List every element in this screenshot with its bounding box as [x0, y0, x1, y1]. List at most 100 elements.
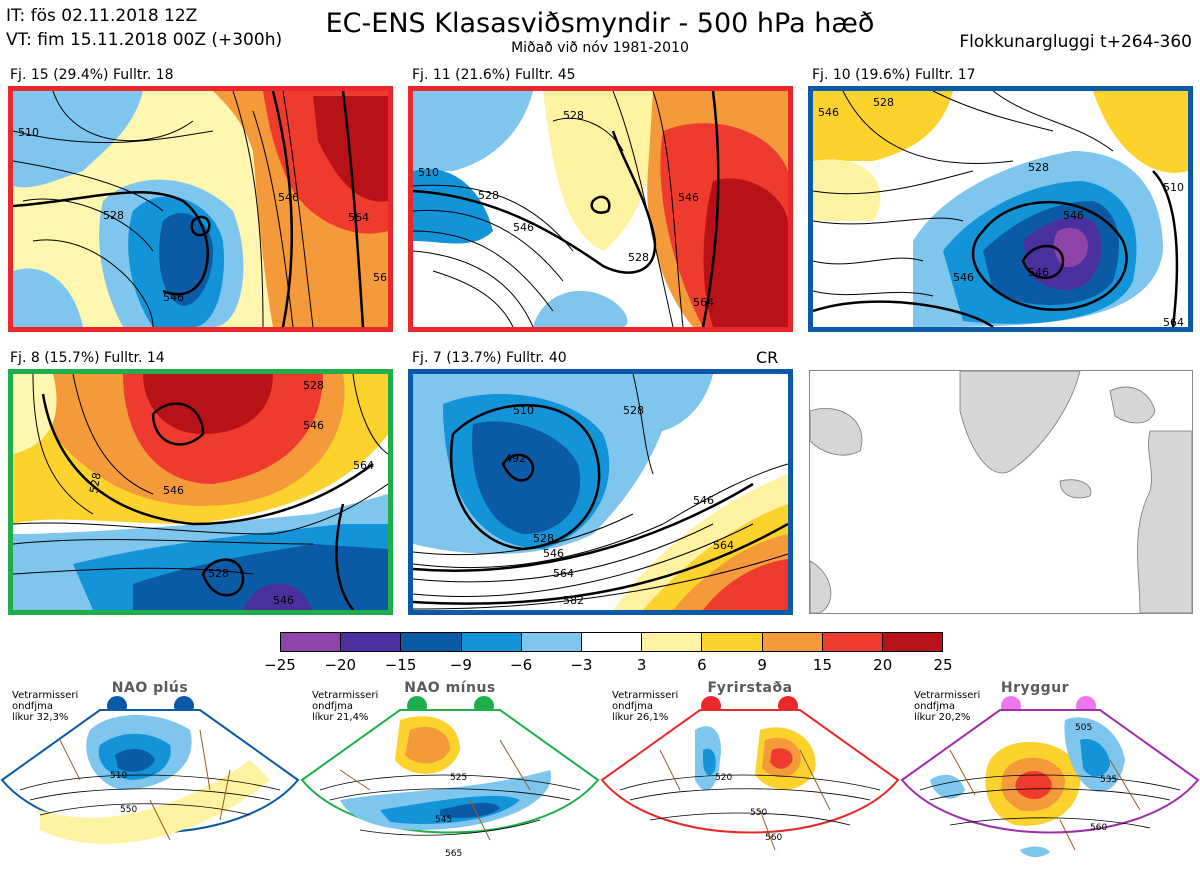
contour-label: 546: [1063, 209, 1084, 222]
contour-label: 546: [163, 484, 184, 497]
regime-title: NAO plús: [111, 680, 189, 696]
regime-note: Vetrarmisseri ondfjma líkur 21,4%: [312, 690, 379, 723]
legend-tick-label: −20: [324, 656, 357, 674]
contour-label: 520: [715, 773, 732, 783]
panel-1-label: Fj. 15 (29.4%) Fulltr. 18: [10, 67, 174, 83]
contour-label: 546: [303, 419, 324, 432]
legend-swatch: [882, 633, 943, 651]
contour-label: 546: [693, 494, 714, 507]
contour-label: 546: [163, 291, 184, 304]
legend-tick-label: −25: [264, 656, 296, 674]
init-time: IT: fös 02.11.2018 12Z: [6, 6, 198, 26]
regime-note: Vetrarmisseri ondfjma líkur 20,2%: [914, 690, 981, 723]
panel-5-label: Fj. 7 (13.7%) Fulltr. 40: [412, 350, 567, 366]
legend-swatch: [822, 633, 883, 651]
valid-time: VT: fim 15.11.2018 00Z (+300h): [6, 30, 283, 50]
legend-tick-label: 6: [697, 656, 707, 674]
legend-swatch: [581, 633, 643, 651]
contour-label: 564: [713, 539, 734, 552]
contour-label: 528: [303, 379, 324, 392]
contour-label: 505: [1075, 723, 1092, 733]
regime-nao-plus: NAO plús Vetrarmisseri ondfjma líkur 32,…: [0, 680, 300, 871]
legend-tick-label: −3: [570, 656, 593, 674]
regime-nao-minus: NAO mínus Vetrarmisseri ondfjma líkur 21…: [300, 680, 600, 871]
contour-label: 564: [348, 211, 369, 224]
page-title: EC-ENS Klasasviðsmyndir - 500 hPa hæð: [325, 8, 875, 39]
contour-label: 546: [818, 106, 839, 119]
regime-note: Vetrarmisseri ondfjma líkur 32,3%: [12, 690, 79, 723]
legend-tick-label: 9: [757, 656, 767, 674]
cluster-map-3: 546 528 528 546 546 510 546 564: [808, 86, 1193, 332]
legend-tick-label: 15: [812, 656, 832, 674]
contour-label: 528: [103, 209, 124, 222]
contour-label: 492: [505, 452, 526, 465]
contour-label: 546: [543, 547, 564, 560]
regime-blocking: Fyrirstaða Vetrarmisseri ondfjma líkur 2…: [600, 680, 900, 871]
regime-title: Fyrirstaða: [707, 680, 793, 696]
contour-label: 510: [418, 166, 439, 179]
legend-swatch: [702, 633, 763, 651]
empty-base-map: [809, 370, 1193, 614]
contour-label: 550: [120, 805, 137, 815]
panel-2-label: Fj. 11 (21.6%) Fulltr. 45: [412, 67, 576, 83]
contour-label: 528: [623, 404, 644, 417]
contour-label: 546: [278, 191, 299, 204]
cluster-map-4: 528 546 528 546 528 546 564: [8, 369, 393, 615]
contour-label: 560: [765, 833, 782, 843]
legend-swatch: [341, 633, 402, 651]
contour-label: 564: [353, 459, 374, 472]
panel-4-label: Fj. 8 (15.7%) Fulltr. 14: [10, 350, 165, 366]
contour-label: 510: [1163, 181, 1184, 194]
cluster-map-2: 528 510 528 546 546 528 564: [408, 86, 793, 332]
legend-swatch: [281, 633, 342, 651]
contour-label: 546: [273, 594, 294, 607]
legend-tick-label: −9: [449, 656, 472, 674]
cluster-map-5: 510 528 492 528 546 546 564 564 582: [408, 369, 793, 615]
contour-label: 564: [1163, 316, 1184, 327]
contour-label: 564: [553, 567, 574, 580]
legend-tick-label: 25: [933, 656, 953, 674]
legend-swatch: [461, 633, 522, 651]
contour-label: 528: [873, 96, 894, 109]
contour-label: 528: [563, 109, 584, 122]
contour-label: 564: [693, 296, 714, 309]
contour-label: 550: [750, 808, 767, 818]
cluster-map-1: 510 528 546 546 564 56: [8, 86, 393, 332]
regime-ridge: Hryggur Vetrarmisseri ondfjma líkur 20,2…: [900, 680, 1200, 871]
regime-title: NAO mínus: [404, 680, 496, 696]
contour-label: 582: [563, 594, 584, 607]
contour-label: 546: [953, 271, 974, 284]
contour-label: 528: [208, 567, 229, 580]
contour-label: 510: [513, 404, 534, 417]
window-label: Flokkunargluggi t+264-360: [959, 32, 1192, 52]
contour-label: 528: [628, 251, 649, 264]
contour-label: 525: [450, 773, 467, 783]
legend-swatch: [401, 633, 462, 651]
legend-swatch: [642, 633, 703, 651]
legend-tick-label: 20: [873, 656, 893, 674]
legend-tick-label: 3: [636, 656, 647, 674]
contour-label: 535: [1100, 775, 1117, 785]
contour-label: 56: [373, 271, 387, 284]
cr-label: CR: [756, 348, 779, 367]
legend-tick-label: −6: [510, 656, 533, 674]
contour-label: 528: [87, 472, 103, 495]
contour-label: 545: [435, 815, 452, 825]
contour-label: 546: [1028, 266, 1049, 279]
contour-label: 510: [110, 771, 127, 781]
contour-label: 528: [1028, 161, 1049, 174]
contour-label: 565: [445, 849, 462, 859]
legend-swatch: [762, 633, 823, 651]
contour-label: 528: [533, 532, 554, 545]
legend-swatch: [521, 633, 582, 651]
contour-label: 546: [513, 221, 534, 234]
contour-label: 510: [18, 126, 39, 139]
anomaly-color-scale: [280, 632, 943, 652]
page-subtitle: Miðað við nóv 1981-2010: [511, 40, 689, 56]
contour-label: 528: [478, 189, 499, 202]
contour-label: 546: [678, 191, 699, 204]
regime-title: Hryggur: [1000, 680, 1070, 696]
regime-note: Vetrarmisseri ondfjma líkur 26,1%: [612, 690, 679, 723]
contour-label: 560: [1090, 823, 1107, 833]
legend-tick-label: −15: [384, 656, 417, 674]
